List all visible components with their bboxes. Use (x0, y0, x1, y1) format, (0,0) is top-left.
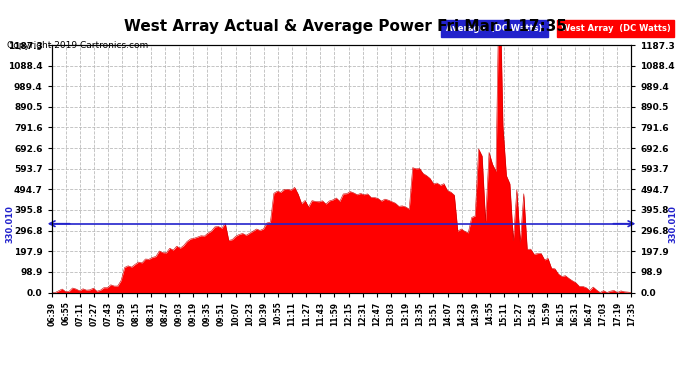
Bar (558, 20, 674, 37)
Text: West Array  (DC Watts): West Array (DC Watts) (560, 24, 671, 33)
Bar (440, 20, 548, 37)
Text: 330.010: 330.010 (6, 205, 14, 243)
Text: Copyright 2019 Cartronics.com: Copyright 2019 Cartronics.com (7, 41, 148, 50)
Text: West Array Actual & Average Power Fri Mar 1 17:35: West Array Actual & Average Power Fri Ma… (124, 19, 566, 34)
Text: Average  (DC Watts): Average (DC Watts) (446, 24, 542, 33)
Text: 330.010: 330.010 (669, 205, 678, 243)
